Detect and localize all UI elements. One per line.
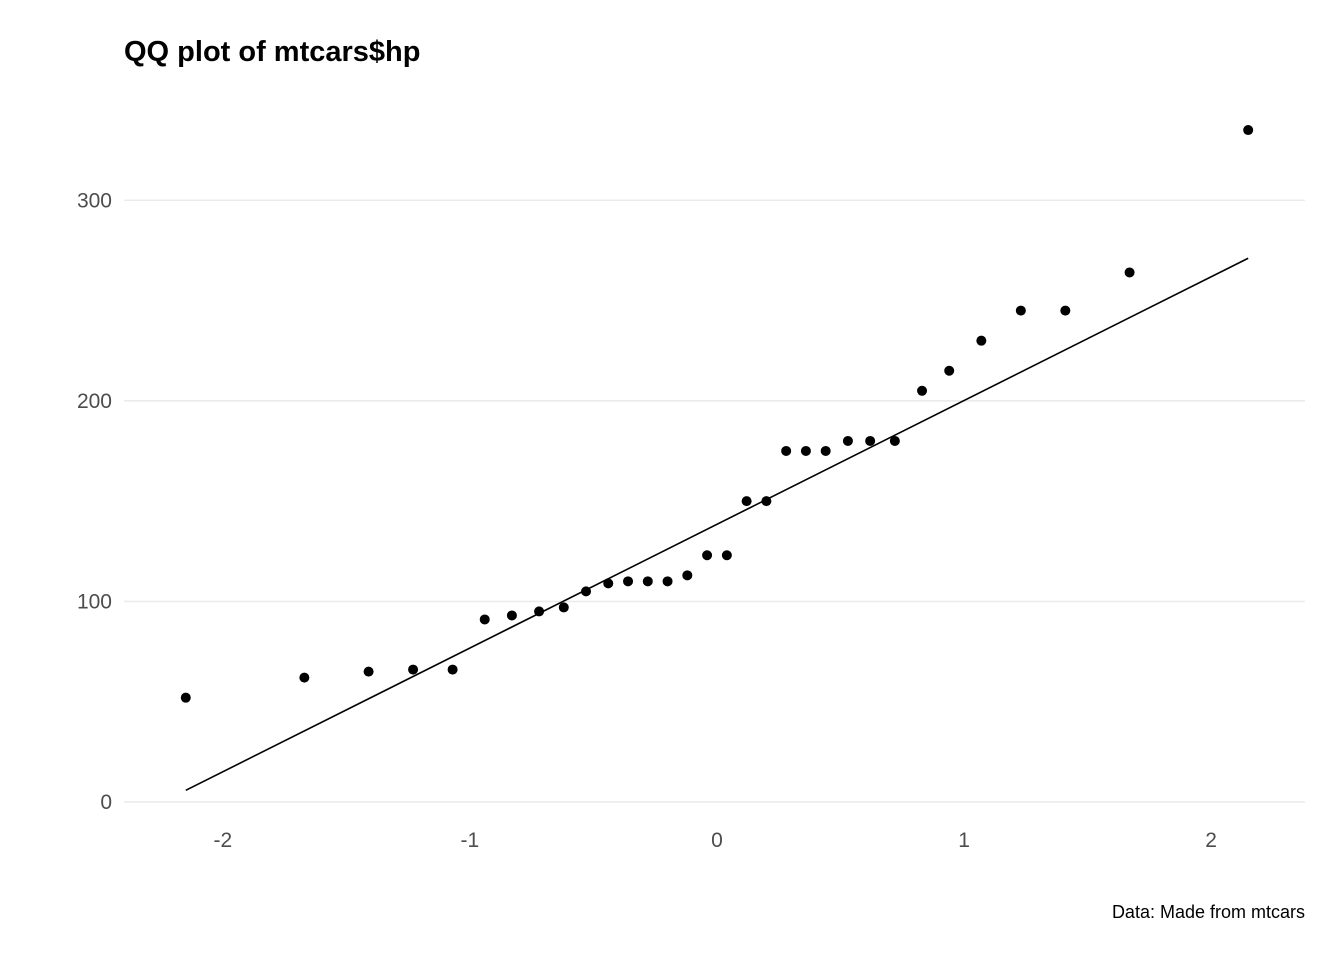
data-point xyxy=(889,435,900,446)
x-tick-label: -1 xyxy=(461,829,480,852)
data-point xyxy=(180,692,191,703)
y-tick-label: 100 xyxy=(77,590,112,613)
data-point xyxy=(1124,267,1135,278)
data-point xyxy=(479,614,490,625)
data-point xyxy=(800,445,811,456)
data-point xyxy=(741,496,752,507)
data-point xyxy=(534,606,545,617)
data-point xyxy=(506,610,517,621)
data-points xyxy=(180,125,1254,703)
data-point xyxy=(761,496,772,507)
data-point xyxy=(603,578,614,589)
data-point xyxy=(1243,125,1254,136)
data-point xyxy=(1015,305,1026,316)
data-point xyxy=(581,586,592,597)
data-point xyxy=(702,550,713,561)
x-tick-label: 2 xyxy=(1205,829,1217,852)
data-point xyxy=(842,435,853,446)
x-tick-label: 1 xyxy=(958,829,970,852)
data-point xyxy=(662,576,673,587)
data-point xyxy=(447,664,458,675)
data-point xyxy=(781,445,792,456)
x-tick-label: 0 xyxy=(711,829,723,852)
x-tick-labels: -2 -1 0 1 2 xyxy=(213,829,1216,852)
reference-line xyxy=(185,257,1249,792)
data-point xyxy=(976,335,987,346)
data-point xyxy=(865,435,876,446)
y-tick-label: 300 xyxy=(77,189,112,212)
chart-title: QQ plot of mtcars$hp xyxy=(124,36,420,68)
data-point xyxy=(623,576,634,587)
gridlines xyxy=(124,199,1305,803)
data-point xyxy=(1060,305,1071,316)
data-point xyxy=(363,666,374,677)
x-tick-label: -2 xyxy=(213,829,232,852)
data-point xyxy=(944,365,955,376)
data-point xyxy=(682,570,693,581)
data-point xyxy=(408,664,419,675)
y-tick-label: 200 xyxy=(77,390,112,413)
chart-caption: Data: Made from mtcars xyxy=(1112,902,1305,922)
data-point xyxy=(917,385,928,396)
data-point xyxy=(299,672,310,683)
data-point xyxy=(558,602,569,613)
data-point xyxy=(721,550,732,561)
y-tick-label: 0 xyxy=(100,791,112,814)
y-tick-labels: 0 100 200 300 xyxy=(77,189,112,814)
data-point xyxy=(820,445,831,456)
data-point xyxy=(642,576,653,587)
